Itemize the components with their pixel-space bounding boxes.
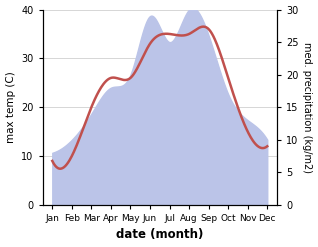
X-axis label: date (month): date (month) (116, 228, 204, 242)
Y-axis label: med. precipitation (kg/m2): med. precipitation (kg/m2) (302, 42, 313, 173)
Y-axis label: max temp (C): max temp (C) (5, 71, 16, 143)
